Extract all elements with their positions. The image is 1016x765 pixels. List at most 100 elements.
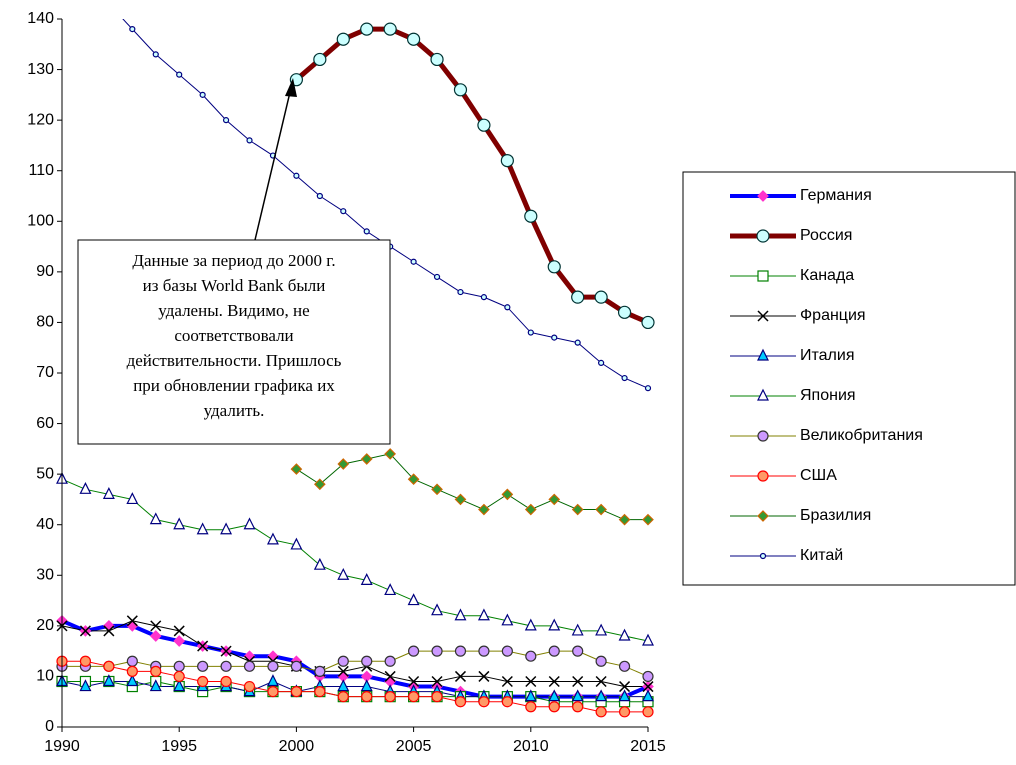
marker: [314, 685, 326, 698]
marker: [103, 625, 115, 637]
arrow-head: [285, 78, 297, 97]
y-tick-label: 110: [28, 162, 54, 179]
marker: [126, 615, 138, 627]
marker: [572, 701, 584, 713]
marker: [336, 32, 350, 46]
y-tick-label: 50: [36, 465, 54, 482]
y-tick-label: 40: [36, 516, 54, 533]
y-tick-label: 120: [27, 111, 54, 128]
marker: [595, 623, 608, 636]
marker: [478, 670, 490, 682]
marker: [290, 463, 303, 475]
marker: [383, 22, 397, 36]
marker: [757, 310, 769, 322]
marker: [431, 691, 443, 703]
marker: [618, 660, 631, 672]
marker: [525, 701, 537, 713]
marker: [129, 26, 136, 33]
marker: [524, 503, 537, 516]
marker: [360, 679, 373, 692]
marker: [340, 208, 347, 215]
marker: [595, 655, 607, 667]
marker: [594, 290, 608, 304]
marker: [527, 329, 534, 336]
series-line: [61, 680, 648, 698]
marker: [197, 675, 209, 688]
marker: [79, 625, 91, 637]
marker: [547, 260, 561, 274]
marker: [290, 660, 302, 672]
marker: [548, 701, 560, 713]
marker: [243, 517, 256, 530]
annotation-arrow: [254, 87, 292, 241]
marker: [79, 481, 92, 494]
marker: [243, 680, 256, 693]
marker: [478, 503, 490, 516]
marker: [571, 623, 584, 636]
marker: [243, 660, 256, 672]
marker: [360, 22, 374, 36]
marker: [571, 503, 584, 516]
series-line: [62, 650, 649, 677]
marker: [337, 691, 349, 703]
annotation-text: из базы World Bank были: [143, 276, 326, 295]
marker: [548, 618, 561, 631]
series-line: [61, 478, 649, 642]
marker: [595, 706, 607, 718]
marker: [548, 645, 560, 657]
marker: [313, 52, 327, 67]
marker: [478, 645, 490, 657]
marker: [126, 492, 139, 505]
marker: [384, 691, 396, 703]
marker: [642, 689, 654, 702]
x-tick-label: 2000: [279, 738, 315, 755]
marker: [457, 288, 464, 296]
x-tick-label: 2010: [513, 738, 549, 755]
marker: [641, 315, 655, 330]
annotation-box: [77, 239, 391, 445]
marker: [220, 645, 232, 657]
marker: [314, 665, 326, 677]
marker: [408, 691, 420, 703]
marker: [571, 689, 584, 702]
marker: [360, 453, 373, 465]
marker: [477, 608, 490, 621]
marker: [504, 304, 511, 311]
marker: [267, 650, 279, 663]
marker: [266, 674, 279, 687]
marker: [266, 532, 279, 545]
marker: [757, 190, 769, 202]
y-tick-label: 80: [36, 314, 54, 331]
marker: [548, 675, 560, 688]
marker: [757, 348, 769, 361]
annotation-text: действительности. Пришлось: [127, 351, 342, 370]
marker: [106, 1, 111, 6]
y-tick-label: 100: [27, 213, 54, 230]
marker: [525, 675, 537, 688]
marker: [524, 618, 537, 631]
marker: [598, 359, 605, 366]
annotation-text: Данные за период до 2000 г.: [132, 251, 335, 270]
marker: [642, 513, 654, 526]
marker: [196, 522, 209, 535]
x-tick-label: 2005: [396, 738, 432, 755]
marker: [337, 567, 350, 580]
marker: [756, 229, 770, 243]
marker: [618, 628, 631, 641]
legend: Германия Россия Канада Франция Италия Япония В…: [682, 171, 1016, 586]
marker: [454, 608, 467, 621]
marker: [290, 537, 303, 550]
legend-label: Германия: [800, 187, 872, 204]
marker: [197, 660, 209, 672]
marker: [757, 510, 769, 522]
legend-label: Италия: [800, 347, 854, 364]
marker: [149, 679, 162, 692]
marker: [384, 655, 396, 667]
y-tick-label: 30: [36, 567, 54, 584]
marker: [548, 689, 561, 702]
marker: [337, 458, 350, 470]
marker: [267, 685, 279, 698]
marker: [431, 603, 444, 616]
annotation: Данные за период до 2000 г. из базы World…: [77, 78, 391, 445]
